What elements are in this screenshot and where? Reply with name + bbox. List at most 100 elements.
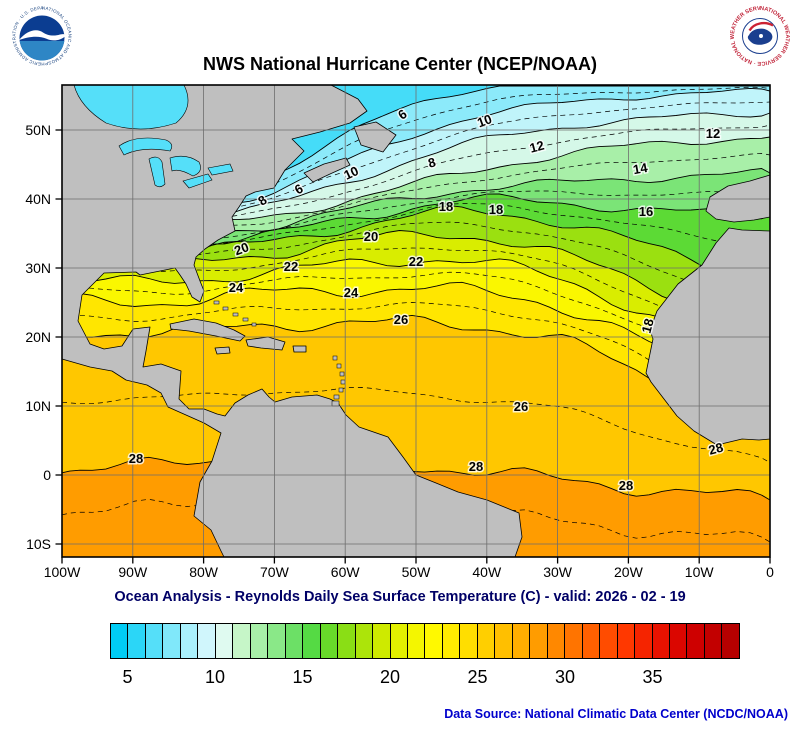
colorbar-segment <box>162 623 181 659</box>
noaa-seagull-icon <box>19 30 66 41</box>
contour-label: 28 <box>469 459 483 474</box>
colorbar-segment <box>476 623 496 659</box>
island <box>333 394 340 400</box>
contour-label: 24 <box>344 285 359 300</box>
lon-label: 100W <box>44 564 81 580</box>
colorbar-segment <box>721 623 740 659</box>
noaa-sea-half <box>19 41 65 61</box>
island <box>242 317 249 322</box>
map-subtitle: Ocean Analysis - Reynolds Daily Sea Surf… <box>114 589 686 605</box>
contour-label: 20 <box>232 239 251 258</box>
lon-label: 40W <box>472 564 502 580</box>
contour-line-dashed <box>61 271 771 386</box>
contour-label: 18 <box>489 202 503 217</box>
colorbar-segment <box>424 623 443 659</box>
inland-water <box>182 173 213 189</box>
lat-label: 50N <box>25 122 51 138</box>
colorbar: 5 10 15 20 25 30 35 <box>110 623 740 695</box>
colorbar-tick-label: 10 <box>204 667 226 687</box>
island <box>251 322 257 327</box>
lon-label: 20W <box>614 564 644 580</box>
colorbar-segment <box>197 623 216 659</box>
lat-label: 30N <box>25 260 51 276</box>
nws-logo: NATIONAL WEATHER SERVICE · NATIONAL WEAT… <box>726 0 792 68</box>
landmass <box>169 318 246 342</box>
contour-label: 12 <box>528 138 546 156</box>
lon-label: 0 <box>766 564 774 580</box>
contour-label: 20 <box>364 229 378 244</box>
colorbar-segment <box>354 623 374 659</box>
colorbar-segment <box>546 623 566 659</box>
colorbar-segment <box>389 623 408 659</box>
contour-label: 28 <box>619 478 633 493</box>
landmass <box>292 345 307 353</box>
colorbar-segment <box>302 623 321 659</box>
colorbar-tick-label: 20 <box>379 667 401 687</box>
colorbar-segment <box>529 623 548 659</box>
colorbar-segment <box>494 623 513 659</box>
contour-label: 26 <box>394 312 408 327</box>
colorbar-segment <box>634 623 653 659</box>
island <box>331 400 340 407</box>
lat-label: 0 <box>43 467 51 483</box>
colorbar-segment <box>214 623 234 659</box>
landmass <box>645 227 771 446</box>
colorbar-segments <box>110 623 740 659</box>
contour-line-dashed <box>61 101 771 216</box>
contour-line-dashed <box>61 153 771 234</box>
colorbar-segment <box>319 623 339 659</box>
colorbar-segment <box>232 623 251 659</box>
colorbar-segment <box>110 623 129 659</box>
lon-label: 60W <box>331 564 361 580</box>
colorbar-tick-row: 5 10 15 20 25 30 35 <box>110 659 740 691</box>
contour-label: 18 <box>439 199 453 214</box>
contour-label: 14 <box>632 160 650 177</box>
contour-line-dashed <box>61 203 771 252</box>
contour-label: 22 <box>409 254 423 269</box>
contour-line-dashed <box>61 190 771 240</box>
contour-label: 28 <box>707 440 725 458</box>
contour-label: 12 <box>706 126 720 141</box>
lon-label: 80W <box>189 564 219 580</box>
contour-line-dashed <box>61 247 771 353</box>
lat-label: 20N <box>25 329 51 345</box>
island <box>213 300 220 305</box>
colorbar-segment <box>651 623 670 659</box>
inland-water <box>73 84 189 130</box>
inland-water <box>207 163 234 176</box>
colorbar-segment <box>581 623 601 659</box>
colorbar-segment <box>372 623 391 659</box>
colorbar-segment <box>459 623 478 659</box>
island <box>332 355 338 361</box>
colorbar-segment <box>144 623 164 659</box>
landmass <box>214 346 231 355</box>
inland-water <box>118 137 173 156</box>
lat-label: 10S <box>26 536 51 552</box>
page-title: NWS National Hurricane Center (NCEP/NOAA… <box>202 54 598 74</box>
colorbar-tick-label: 5 <box>122 667 133 687</box>
data-source-note: Data Source: National Climatic Data Cent… <box>444 707 788 721</box>
contour-label: 26 <box>514 399 528 414</box>
nws-swirl-icon <box>748 21 774 32</box>
colorbar-tick-label: 35 <box>642 667 663 687</box>
colorbar-segment <box>179 623 199 659</box>
lon-label: 90W <box>118 564 148 580</box>
colorbar-segment <box>599 623 618 659</box>
colorbar-segment <box>616 623 636 659</box>
colorbar-segment <box>511 623 531 659</box>
island <box>340 379 346 385</box>
contour-label: 16 <box>639 204 653 219</box>
contour-line <box>61 258 771 371</box>
landmass <box>353 121 397 153</box>
colorbar-tick-label: 25 <box>467 667 488 687</box>
contour-label: 22 <box>284 259 298 274</box>
colorbar-segment <box>337 623 356 659</box>
colorbar-segment <box>127 623 146 659</box>
lat-label: 40N <box>25 191 51 207</box>
colorbar-tick-label: 30 <box>554 667 576 687</box>
landmass <box>303 157 351 183</box>
island <box>339 371 345 377</box>
contour-line-dashed <box>61 86 771 211</box>
